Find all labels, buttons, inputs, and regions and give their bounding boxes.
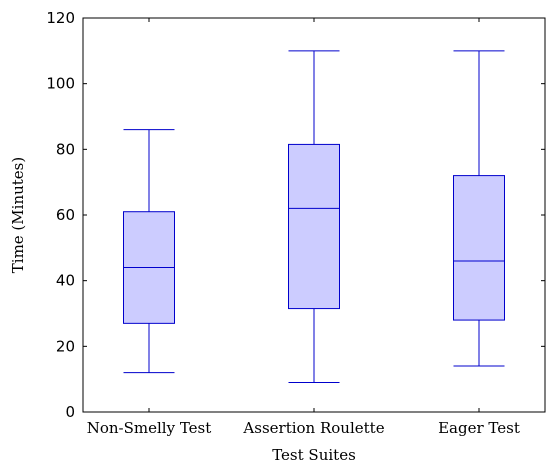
x-category-label: Assertion Roulette xyxy=(242,419,384,437)
y-axis: 0 20 40 60 80 100 120 xyxy=(46,9,545,421)
box-series xyxy=(123,50,505,383)
y-axis-title: Time (Minutes) xyxy=(9,157,27,273)
interquartile-box xyxy=(288,143,340,310)
box-0 xyxy=(123,129,175,374)
y-tick-label: 80 xyxy=(56,140,75,158)
y-tick-label: 20 xyxy=(56,337,75,355)
x-category-label: Eager Test xyxy=(438,419,520,437)
y-tick-label: 0 xyxy=(65,403,75,421)
x-axis: Non-Smelly Test Assertion Roulette Eager T… xyxy=(87,18,520,437)
box-1 xyxy=(288,50,340,383)
y-tick-label: 100 xyxy=(46,75,75,93)
x-category-label: Non-Smelly Test xyxy=(87,419,212,437)
x-axis-title: Test Suites xyxy=(272,446,356,464)
interquartile-box xyxy=(453,175,505,321)
box-2 xyxy=(453,50,505,367)
y-tick-label: 60 xyxy=(56,206,75,224)
y-tick-label: 40 xyxy=(56,272,75,290)
y-tick-label: 120 xyxy=(46,9,75,27)
